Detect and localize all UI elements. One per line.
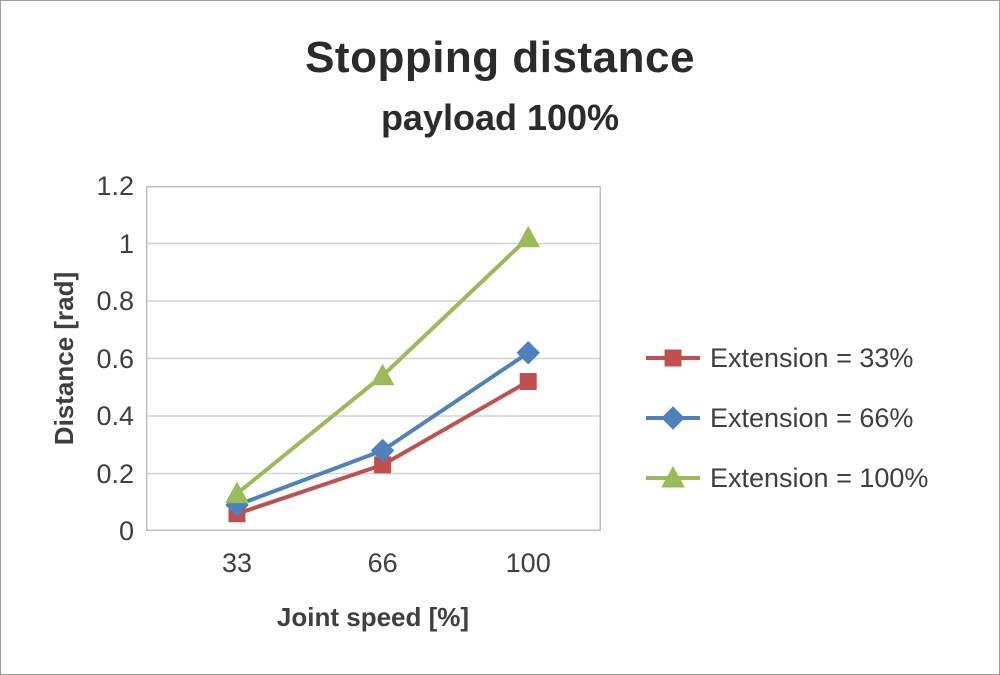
legend-diamond-marker [661,406,685,430]
legend-swatch [646,349,700,367]
legend-item: Extension = 33% [646,341,928,375]
y-tick-label: 0.6 [96,343,134,374]
legend-label: Extension = 66% [710,402,914,433]
chart-title: Stopping distance [305,33,695,82]
diamond-marker [370,438,395,463]
plot-border [146,186,601,531]
legend-label: Extension = 100% [710,462,929,493]
y-tick-label: 1 [118,228,134,259]
x-axis-title: Joint speed [%] [276,602,470,632]
legend-item: Extension = 100% [646,461,928,495]
x-tick-label: 100 [505,548,551,578]
plot-area [146,186,601,531]
y-tick-label: 0.2 [96,458,134,489]
legend-square-marker [664,349,682,367]
legend-swatch [646,406,700,430]
legend-item: Extension = 66% [646,401,928,435]
chart-subtitle: payload 100% [380,97,620,138]
legend-swatch [646,465,700,488]
legend-triangle-marker [661,465,685,488]
triangle-marker [225,481,249,504]
triangle-marker [516,225,541,248]
x-tick-label: 66 [367,548,398,578]
diamond-marker [516,341,540,365]
y-tick-label: 1.2 [96,171,134,201]
y-tick-label: 0.8 [96,286,134,316]
y-tick-label: 0 [118,516,134,546]
square-marker [519,373,537,390]
y-tick-label: 0.4 [96,401,134,431]
legend-label: Extension = 33% [710,342,914,373]
triangle-marker [370,363,395,386]
x-tick-label: 33 [221,548,253,578]
legend: Extension = 33% Extension = 66% Extension … [646,341,928,521]
